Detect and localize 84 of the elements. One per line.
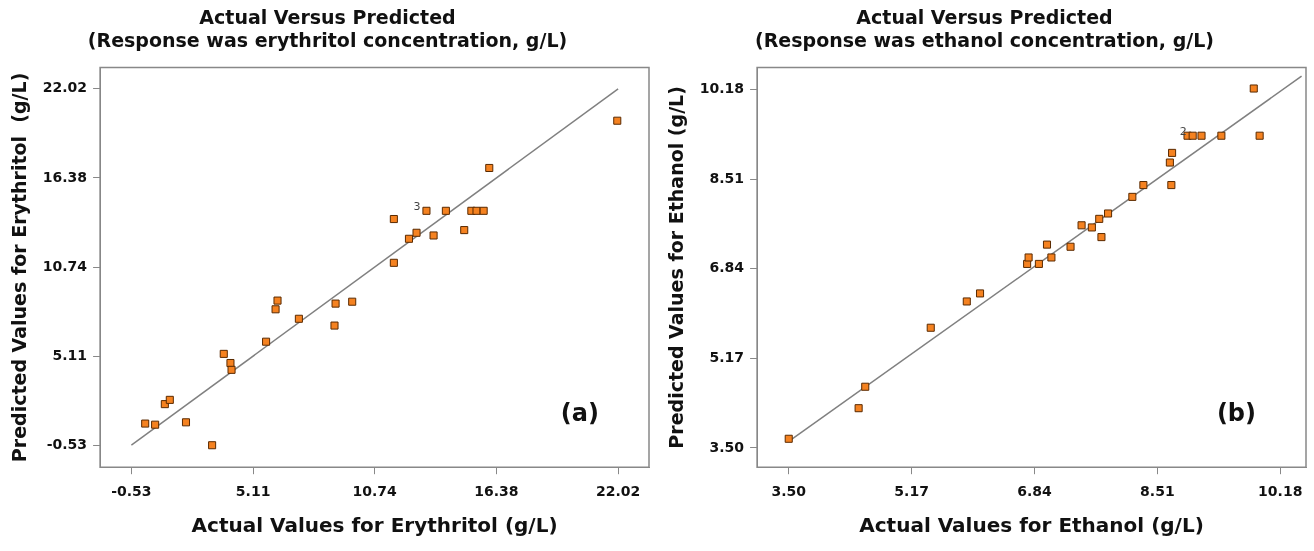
y-tick-label: 5.17 <box>709 348 745 365</box>
x-tick-label: -0.53 <box>111 483 152 500</box>
point <box>271 305 280 314</box>
point <box>1066 242 1075 251</box>
x-tick-label: 22.02 <box>595 483 641 500</box>
x-tick-label: 5.17 <box>894 483 929 500</box>
x-axis-title: Actual Values for Erythritol (g/L) <box>191 513 558 538</box>
y-tick-label: 10.74 <box>42 257 88 274</box>
point <box>1095 214 1104 223</box>
point <box>151 420 160 429</box>
point <box>1217 131 1226 140</box>
x-tick-label: 10.74 <box>352 483 398 500</box>
point <box>1165 158 1174 167</box>
y-tick-label: 3.50 <box>709 438 745 455</box>
point <box>165 395 174 404</box>
point <box>1024 253 1033 262</box>
x-tick-label: 3.50 <box>771 483 807 500</box>
point <box>1087 223 1096 232</box>
annotation: 3 <box>413 200 421 214</box>
point <box>1255 131 1264 140</box>
x-tick-label: 16.38 <box>474 483 519 500</box>
point <box>412 228 421 237</box>
point <box>294 314 303 323</box>
point <box>262 337 271 346</box>
point <box>226 359 235 368</box>
y-axis-title: Predicted Values for Ethanol (g/L) <box>665 86 688 449</box>
y-tick-label: 22.02 <box>42 79 88 96</box>
point <box>273 296 282 305</box>
point <box>227 365 236 374</box>
y-tick-label: 10.18 <box>699 80 745 97</box>
point <box>1034 259 1043 268</box>
point <box>1047 253 1056 262</box>
point <box>479 206 488 215</box>
y-tick-label: 6.84 <box>709 259 745 276</box>
y-tick-label: 8.51 <box>709 169 745 186</box>
point <box>1168 148 1177 157</box>
y-axis-title: Predicted Values for Erythritol (g/L) <box>8 72 31 463</box>
point <box>441 206 450 215</box>
y-tick-label: 5.11 <box>52 346 88 363</box>
annotation: (a) <box>560 399 599 428</box>
point <box>219 349 228 358</box>
point <box>348 297 357 306</box>
point <box>784 434 793 443</box>
y-tick-label: -0.53 <box>46 435 88 452</box>
point <box>389 215 398 224</box>
chart-subtitle: (Response was ethanol concentration, g/L) <box>755 29 1214 52</box>
point <box>1077 221 1086 230</box>
point <box>1104 209 1113 218</box>
chart-subtitle: (Response was erythritol concentration, g/L) <box>87 29 568 52</box>
point <box>1042 240 1052 249</box>
chart-title: Actual Versus Predicted <box>199 6 456 29</box>
point <box>389 258 398 267</box>
point <box>926 323 935 332</box>
x-tick-label: 8.51 <box>1140 483 1175 500</box>
point <box>976 289 985 298</box>
point <box>1197 131 1206 140</box>
point <box>422 206 431 215</box>
annotation: 2 <box>1179 125 1187 139</box>
point <box>613 116 622 125</box>
point <box>962 297 971 306</box>
point <box>208 441 217 450</box>
point <box>1188 131 1197 140</box>
point <box>861 382 870 391</box>
point <box>1139 181 1148 190</box>
x-tick-label: 5.11 <box>235 483 271 500</box>
point <box>429 231 438 240</box>
y-tick-label: 16.38 <box>42 168 88 185</box>
annotation: (b) <box>1216 399 1256 428</box>
chart-title: Actual Versus Predicted <box>856 6 1113 29</box>
point <box>1249 84 1258 93</box>
point <box>141 419 150 428</box>
point <box>854 404 863 413</box>
point <box>331 299 340 308</box>
point <box>1167 181 1176 190</box>
point <box>485 163 494 173</box>
point <box>460 226 469 235</box>
point <box>330 321 339 330</box>
point <box>404 234 414 243</box>
x-tick-label: 10.18 <box>1258 483 1303 500</box>
point <box>1128 192 1137 201</box>
x-axis-title: Actual Values for Ethanol (g/L) <box>859 513 1204 538</box>
point <box>1097 233 1106 242</box>
x-tick-label: 6.84 <box>1017 483 1053 500</box>
point <box>181 418 191 427</box>
